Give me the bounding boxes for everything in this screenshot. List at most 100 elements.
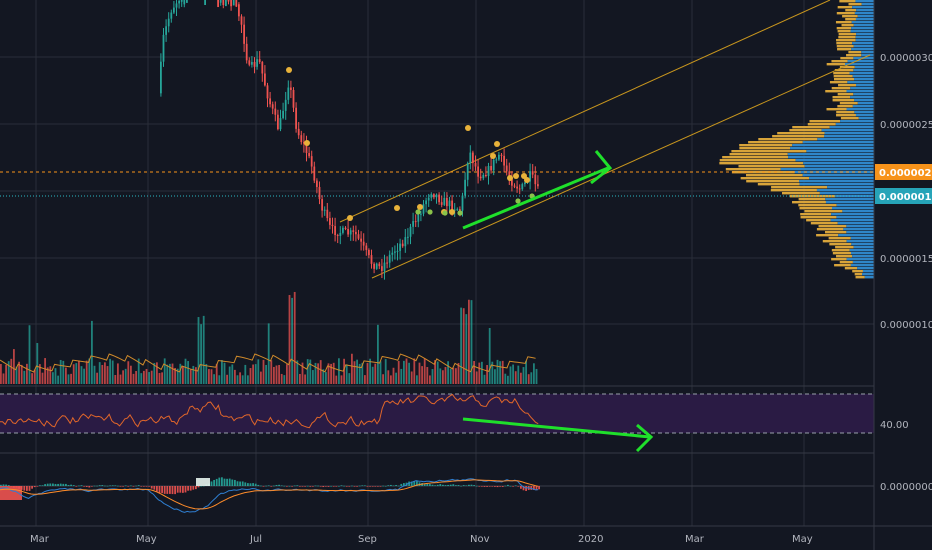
volume-bar: [111, 360, 114, 384]
candle-body: [537, 184, 539, 187]
volume-profile-bar-buy: [821, 129, 874, 132]
volume-bar: [358, 363, 361, 384]
candle-body: [180, 0, 183, 2]
time-axis[interactable]: Mar May Jul Sep Nov 2020 Mar May: [30, 534, 813, 545]
volume-bar: [436, 361, 439, 384]
candle-body: [186, 0, 188, 3]
volume-profile-bar-buy: [846, 231, 874, 234]
time-label-jul: Jul: [249, 534, 262, 545]
volume-bar: [80, 366, 83, 384]
macd-histogram-bar: [161, 486, 163, 494]
volume-profile-bar-sell: [834, 78, 855, 81]
volume-bar: [75, 363, 78, 384]
candle-body: [503, 155, 505, 166]
volume-bar: [166, 364, 169, 384]
macd-histogram-bar: [533, 486, 535, 490]
macd-histogram-bar: [49, 483, 52, 486]
macd-histogram-bar: [239, 481, 241, 486]
volume-profile-bar-sell: [829, 243, 852, 246]
macd-histogram-bar: [163, 486, 166, 494]
macd-histogram-bar: [171, 486, 174, 495]
candle-body: [448, 200, 451, 207]
candle-body: [318, 186, 321, 200]
volume-bar: [429, 375, 431, 384]
volume-profile-bar-sell: [844, 267, 858, 270]
volume-profile-bar-sell: [789, 129, 822, 132]
volume-bar: [143, 370, 145, 384]
volume-profile-bar-sell: [792, 126, 830, 129]
signal-marker: [415, 209, 421, 215]
volume-profile-bar-sell: [831, 87, 851, 90]
signal-marker: [394, 205, 400, 211]
volume-bar: [226, 374, 228, 384]
macd-histogram-bar: [504, 485, 507, 487]
macd-histogram-bar: [494, 486, 496, 487]
volume-profile-bar-sell: [846, 54, 862, 57]
volume-bar: [174, 367, 176, 384]
macd-histogram-bar: [291, 486, 293, 487]
volume-bar: [530, 372, 533, 384]
macd-histogram-bar: [135, 485, 137, 487]
macd-histogram-bar: [96, 485, 98, 487]
volume-profile-bar-sell: [829, 81, 848, 84]
volume-profile-bar-buy: [792, 144, 874, 147]
volume-bar: [0, 364, 2, 384]
volume-bar: [215, 363, 218, 384]
volume-bar: [483, 374, 486, 384]
macd-histogram-bar: [387, 485, 390, 486]
volume-profile-bar-sell: [831, 60, 848, 63]
volume-bar: [335, 375, 338, 384]
macd-histogram-bar: [512, 486, 514, 487]
channel-upper-line: [339, 0, 831, 223]
candle-body: [407, 236, 409, 238]
volume-bar: [340, 375, 343, 384]
macd-histogram-bar: [509, 485, 512, 487]
volume-profile-bar-sell: [810, 222, 838, 225]
macd-histogram-bar: [465, 485, 468, 487]
macd-histogram-bar: [109, 485, 111, 487]
macd-histogram-bar: [57, 483, 59, 486]
macd-histogram-bar: [59, 483, 62, 486]
macd-histogram-bar: [340, 485, 343, 486]
macd-histogram-bar: [41, 485, 44, 486]
volume-bar: [213, 374, 215, 384]
volume-profile-bar-buy: [856, 33, 874, 36]
macd-histogram-bar: [2, 484, 5, 486]
candle-body: [313, 166, 316, 181]
volume-profile-bar-buy: [836, 216, 874, 219]
macd-histogram-bar: [335, 486, 338, 487]
macd-histogram-bar: [317, 485, 319, 487]
macd-histogram-bar: [293, 485, 296, 487]
macd-histogram-bar: [486, 486, 488, 487]
candle-body: [495, 159, 498, 161]
volume-bar: [470, 300, 473, 384]
candle-body: [414, 221, 417, 223]
macd-histogram-bar: [143, 486, 145, 487]
volume-profile-bar-buy: [780, 168, 874, 171]
candle-body: [518, 188, 521, 190]
current-price-tag-label: 0.00000196: [879, 192, 932, 203]
volume-profile-bar-sell: [852, 270, 863, 273]
volume-profile-bar-buy: [817, 138, 874, 141]
volume-bar: [257, 359, 260, 384]
macd-histogram-bar: [382, 485, 384, 487]
signal-marker: [457, 210, 463, 216]
macd-histogram-bar: [117, 485, 119, 487]
macd-histogram-bar: [65, 483, 67, 486]
volume-bar: [286, 364, 288, 384]
volume-bar: [208, 369, 210, 384]
candle-body: [290, 87, 292, 90]
candle-body: [524, 182, 526, 185]
volume-bar: [98, 362, 101, 384]
candle-body: [485, 174, 487, 176]
volume-profile-bar-buy: [864, 276, 874, 279]
volume-bar: [137, 358, 140, 384]
rsi-axis-label: 40.00: [880, 420, 909, 431]
macd-histogram-bar: [54, 483, 57, 486]
macd-histogram-bar: [91, 486, 93, 487]
macd-histogram-bar: [327, 486, 330, 487]
volume-bar: [442, 370, 444, 384]
